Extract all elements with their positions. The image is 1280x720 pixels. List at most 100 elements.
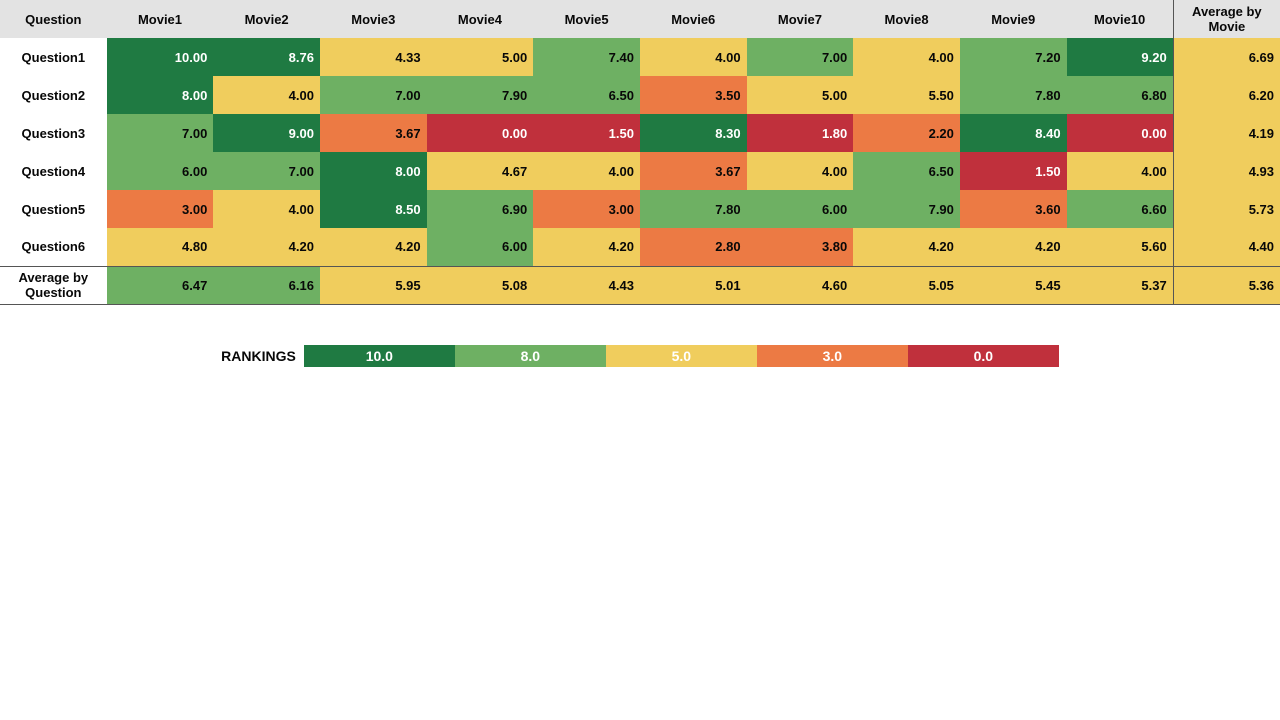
table-row: Question64.804.204.206.004.202.803.804.2… bbox=[0, 228, 1280, 266]
data-cell: 5.60 bbox=[1067, 228, 1174, 266]
rankings-segment: 0.0 bbox=[908, 345, 1059, 367]
data-cell: 6.80 bbox=[1067, 76, 1174, 114]
movie-header: Movie2 bbox=[213, 0, 320, 38]
data-cell: 6.20 bbox=[1173, 76, 1280, 114]
table-row: Question28.004.007.007.906.503.505.005.5… bbox=[0, 76, 1280, 114]
data-cell: 4.00 bbox=[213, 76, 320, 114]
data-cell: 5.37 bbox=[1067, 266, 1174, 304]
rankings-bar: 10.08.05.03.00.0 bbox=[304, 345, 1059, 367]
data-cell: 6.90 bbox=[427, 190, 534, 228]
data-cell: 3.80 bbox=[747, 228, 854, 266]
data-cell: 7.00 bbox=[320, 76, 427, 114]
data-cell: 8.00 bbox=[320, 152, 427, 190]
data-cell: 3.00 bbox=[533, 190, 640, 228]
data-cell: 0.00 bbox=[427, 114, 534, 152]
data-cell: 4.19 bbox=[1173, 114, 1280, 152]
data-cell: 6.00 bbox=[107, 152, 214, 190]
data-cell: 7.90 bbox=[853, 190, 960, 228]
data-cell: 4.67 bbox=[427, 152, 534, 190]
table-row: Question53.004.008.506.903.007.806.007.9… bbox=[0, 190, 1280, 228]
movie-header: Movie5 bbox=[533, 0, 640, 38]
data-cell: 7.80 bbox=[960, 76, 1067, 114]
question-header: Question6 bbox=[0, 228, 107, 266]
data-cell: 5.00 bbox=[747, 76, 854, 114]
avg-by-question-header: Average by Question bbox=[0, 266, 107, 304]
data-cell: 6.00 bbox=[747, 190, 854, 228]
question-header: Question5 bbox=[0, 190, 107, 228]
data-cell: 4.00 bbox=[640, 38, 747, 76]
data-cell: 4.20 bbox=[320, 228, 427, 266]
rankings-segment: 5.0 bbox=[606, 345, 757, 367]
data-cell: 5.36 bbox=[1173, 266, 1280, 304]
data-cell: 5.95 bbox=[320, 266, 427, 304]
data-cell: 5.05 bbox=[853, 266, 960, 304]
data-cell: 8.76 bbox=[213, 38, 320, 76]
data-cell: 9.20 bbox=[1067, 38, 1174, 76]
data-cell: 10.00 bbox=[107, 38, 214, 76]
data-cell: 3.67 bbox=[320, 114, 427, 152]
data-cell: 4.40 bbox=[1173, 228, 1280, 266]
data-cell: 4.60 bbox=[747, 266, 854, 304]
movie-header: Movie8 bbox=[853, 0, 960, 38]
data-cell: 6.60 bbox=[1067, 190, 1174, 228]
question-header: Question4 bbox=[0, 152, 107, 190]
data-cell: 4.43 bbox=[533, 266, 640, 304]
movie-header: Movie7 bbox=[747, 0, 854, 38]
corner-header: Question bbox=[0, 0, 107, 38]
movie-header: Movie10 bbox=[1067, 0, 1174, 38]
data-cell: 8.30 bbox=[640, 114, 747, 152]
data-cell: 8.40 bbox=[960, 114, 1067, 152]
avg-by-movie-header: Average by Movie bbox=[1173, 0, 1280, 38]
data-cell: 4.20 bbox=[853, 228, 960, 266]
data-cell: 7.80 bbox=[640, 190, 747, 228]
data-cell: 6.69 bbox=[1173, 38, 1280, 76]
data-cell: 7.40 bbox=[533, 38, 640, 76]
data-cell: 4.20 bbox=[960, 228, 1067, 266]
data-cell: 4.33 bbox=[320, 38, 427, 76]
data-cell: 2.20 bbox=[853, 114, 960, 152]
data-cell: 6.47 bbox=[107, 266, 214, 304]
data-cell: 5.00 bbox=[427, 38, 534, 76]
data-cell: 7.90 bbox=[427, 76, 534, 114]
data-cell: 3.60 bbox=[960, 190, 1067, 228]
movie-header: Movie1 bbox=[107, 0, 214, 38]
data-cell: 7.00 bbox=[213, 152, 320, 190]
data-cell: 8.00 bbox=[107, 76, 214, 114]
movie-header: Movie4 bbox=[427, 0, 534, 38]
rankings-label: RANKINGS bbox=[221, 348, 296, 364]
data-cell: 8.50 bbox=[320, 190, 427, 228]
data-cell: 5.45 bbox=[960, 266, 1067, 304]
data-cell: 1.80 bbox=[747, 114, 854, 152]
avg-by-question-row: Average by Question6.476.165.955.084.435… bbox=[0, 266, 1280, 304]
data-cell: 5.50 bbox=[853, 76, 960, 114]
data-cell: 4.00 bbox=[1067, 152, 1174, 190]
table-row: Question37.009.003.670.001.508.301.802.2… bbox=[0, 114, 1280, 152]
question-header: Question1 bbox=[0, 38, 107, 76]
heatmap-table-container: QuestionMovie1Movie2Movie3Movie4Movie5Mo… bbox=[0, 0, 1280, 305]
data-cell: 4.93 bbox=[1173, 152, 1280, 190]
data-cell: 0.00 bbox=[1067, 114, 1174, 152]
data-cell: 4.00 bbox=[533, 152, 640, 190]
data-cell: 7.20 bbox=[960, 38, 1067, 76]
data-cell: 7.00 bbox=[107, 114, 214, 152]
data-cell: 6.16 bbox=[213, 266, 320, 304]
data-cell: 6.50 bbox=[853, 152, 960, 190]
data-cell: 6.00 bbox=[427, 228, 534, 266]
data-cell: 9.00 bbox=[213, 114, 320, 152]
question-header: Question2 bbox=[0, 76, 107, 114]
data-cell: 4.00 bbox=[747, 152, 854, 190]
data-cell: 4.20 bbox=[213, 228, 320, 266]
question-header: Question3 bbox=[0, 114, 107, 152]
movie-header: Movie6 bbox=[640, 0, 747, 38]
data-cell: 4.80 bbox=[107, 228, 214, 266]
data-cell: 5.08 bbox=[427, 266, 534, 304]
movie-header: Movie3 bbox=[320, 0, 427, 38]
data-cell: 3.50 bbox=[640, 76, 747, 114]
data-cell: 1.50 bbox=[533, 114, 640, 152]
rankings-segment: 8.0 bbox=[455, 345, 606, 367]
heatmap-table: QuestionMovie1Movie2Movie3Movie4Movie5Mo… bbox=[0, 0, 1280, 305]
table-row: Question110.008.764.335.007.404.007.004.… bbox=[0, 38, 1280, 76]
data-cell: 5.73 bbox=[1173, 190, 1280, 228]
data-cell: 5.01 bbox=[640, 266, 747, 304]
table-row: Question46.007.008.004.674.003.674.006.5… bbox=[0, 152, 1280, 190]
